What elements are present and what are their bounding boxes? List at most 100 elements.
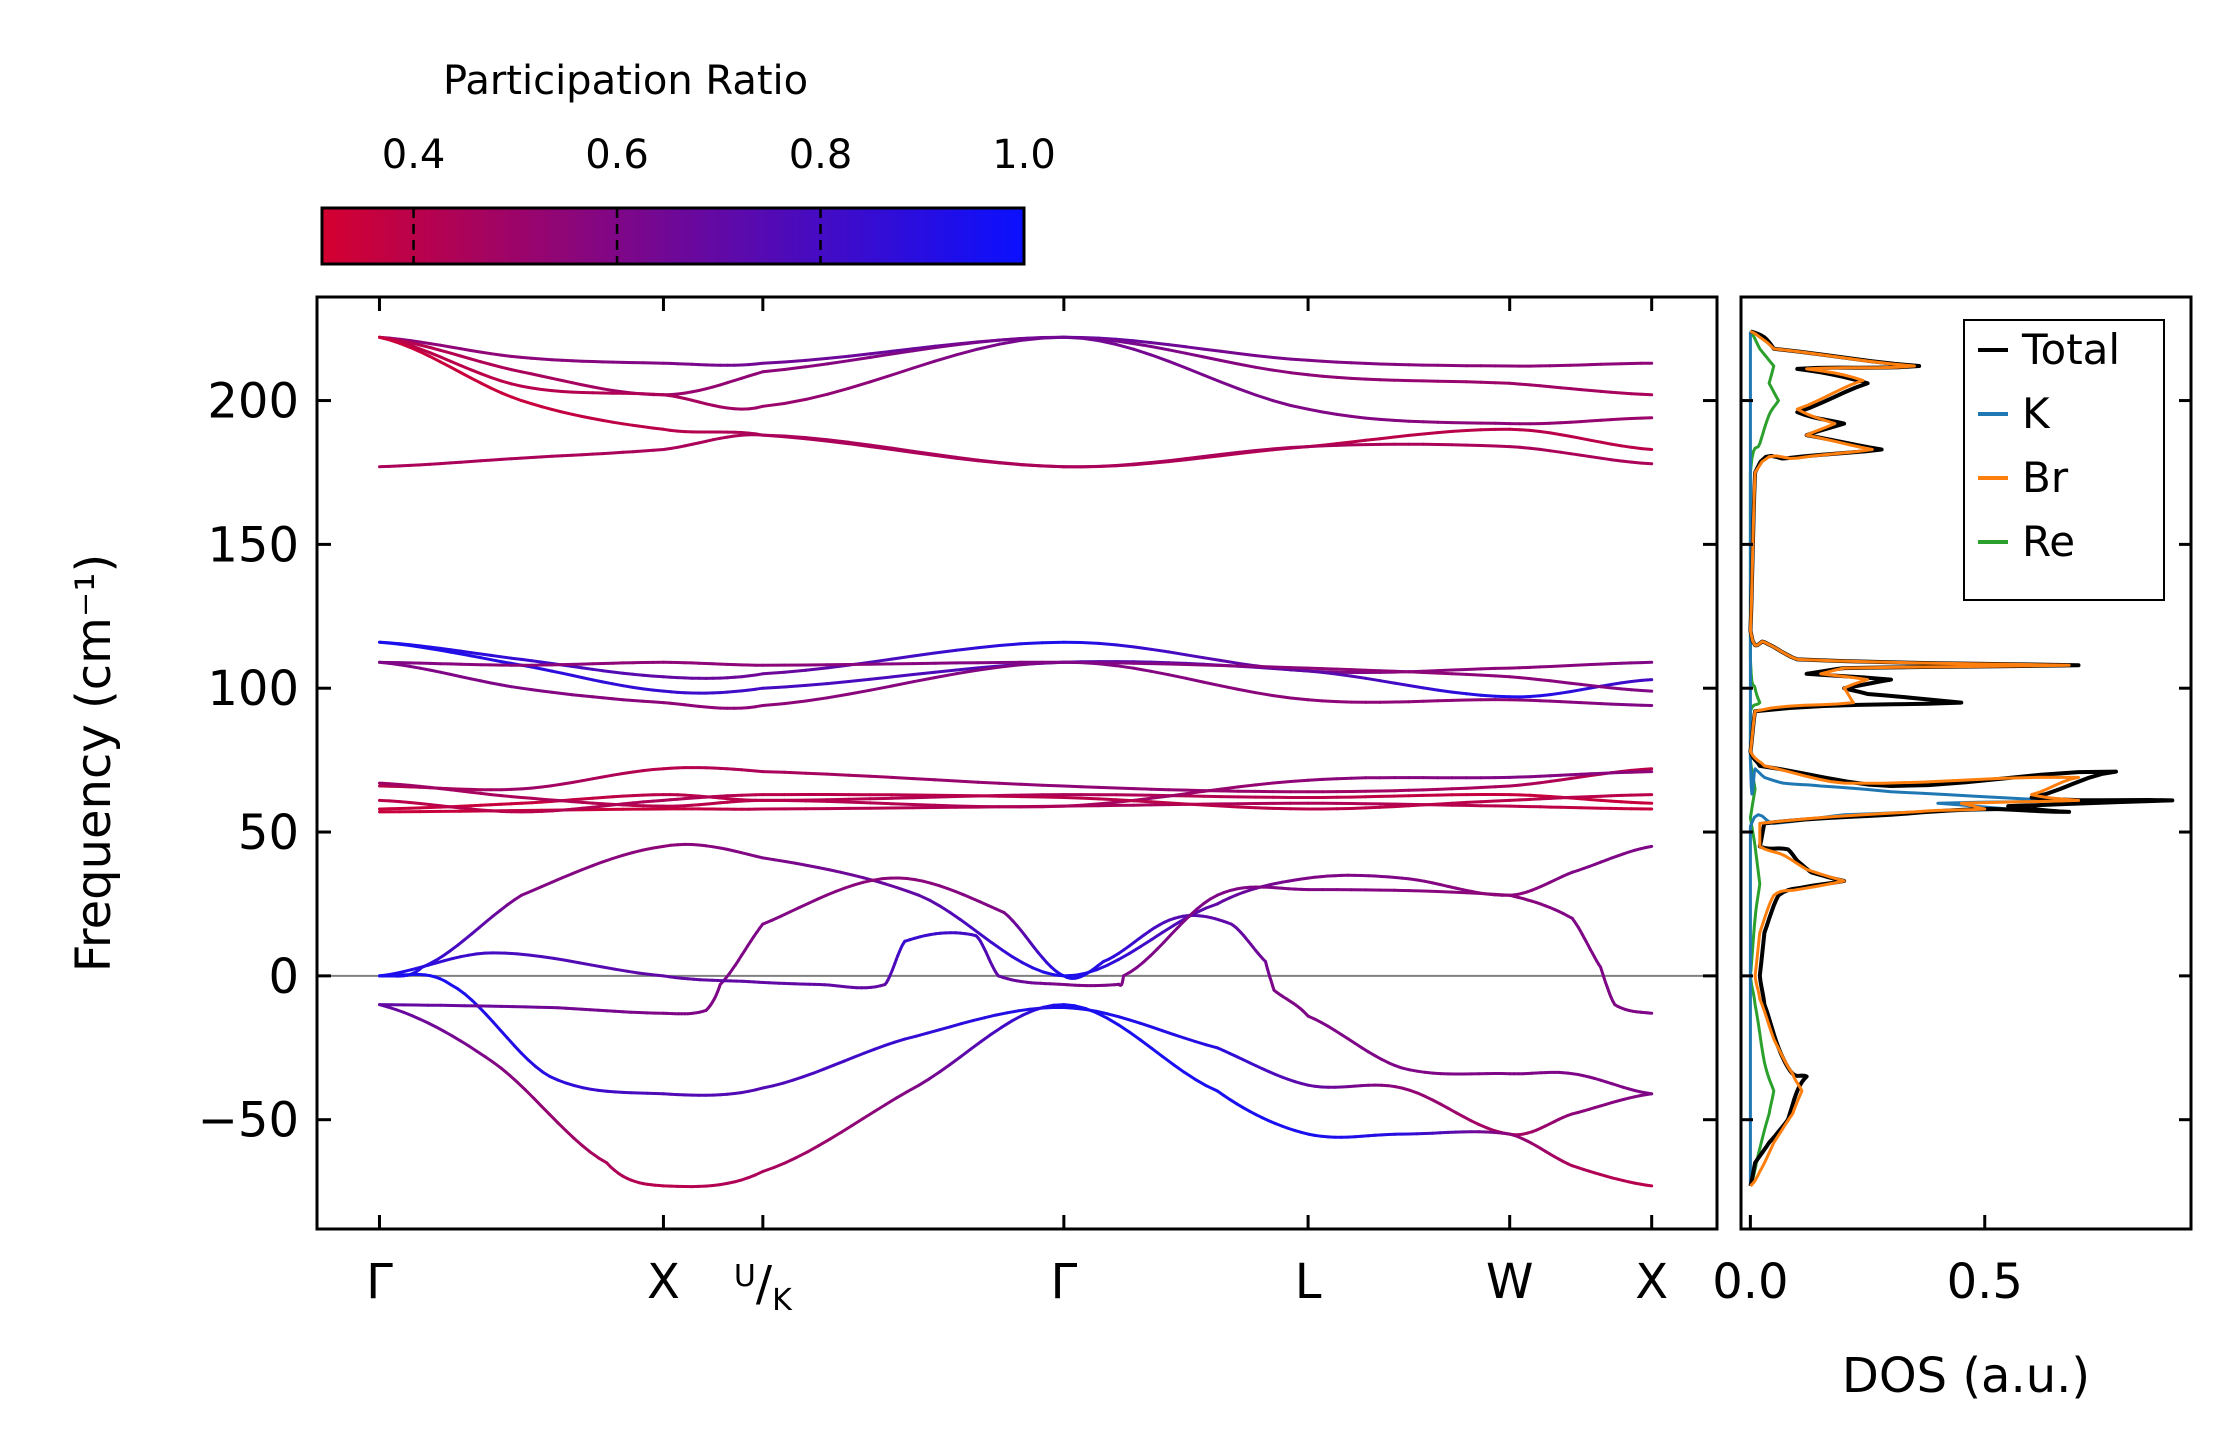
band-segment xyxy=(1079,802,1101,807)
band-segment xyxy=(1062,796,1083,800)
band-segment xyxy=(954,668,980,676)
band-segment xyxy=(1558,386,1572,391)
band-segment xyxy=(611,772,625,777)
band-segment xyxy=(1518,382,1532,387)
band-segment xyxy=(1619,459,1633,464)
dos-x-tick-label: 0.5 xyxy=(1947,1254,2023,1310)
band-segment xyxy=(1589,418,1603,423)
band-segment xyxy=(1579,436,1593,442)
band-segment xyxy=(449,345,463,351)
band-segment xyxy=(515,1080,527,1092)
band-segment xyxy=(1640,767,1654,771)
band-segment xyxy=(1031,1005,1045,1013)
band-segment xyxy=(994,1011,1009,1017)
band-segment xyxy=(1271,780,1293,785)
band-y-tick-label: 0 xyxy=(268,949,299,1005)
band-segment xyxy=(398,642,412,647)
band-segment xyxy=(550,876,564,884)
band-segment xyxy=(761,360,786,365)
band-segment xyxy=(927,1070,942,1081)
band-segment xyxy=(782,668,808,674)
band-segment xyxy=(621,770,635,775)
band-segment xyxy=(601,696,615,701)
band-segment xyxy=(641,799,655,804)
band-segment xyxy=(1378,669,1396,673)
band-segment xyxy=(540,809,554,813)
band-segment xyxy=(479,803,493,807)
band-segment xyxy=(479,372,493,379)
band-lines xyxy=(378,335,1654,1189)
band-segment xyxy=(1289,445,1310,449)
band-segment xyxy=(761,1166,776,1173)
band-segment xyxy=(1528,797,1542,801)
band-segment xyxy=(418,347,432,355)
band-segment xyxy=(1558,433,1572,438)
band-segment xyxy=(1364,668,1382,673)
band-segment xyxy=(449,650,463,656)
band-segment xyxy=(1117,1023,1132,1034)
band-segment xyxy=(469,651,483,656)
band-segment xyxy=(1644,844,1654,849)
band-segment xyxy=(1254,806,1275,810)
band-segment xyxy=(388,641,402,646)
band-line xyxy=(378,660,1654,710)
band-segment xyxy=(839,870,854,877)
band-segment xyxy=(524,1088,536,1100)
band-segment xyxy=(530,386,544,391)
band-segment xyxy=(1349,361,1368,365)
band-segment xyxy=(1254,665,1275,669)
band-segment xyxy=(1378,679,1396,685)
band-segment xyxy=(1548,664,1562,668)
band-segment xyxy=(1407,419,1425,424)
band-segment xyxy=(954,347,980,357)
band-segment xyxy=(540,797,554,802)
band-segment xyxy=(1184,345,1205,351)
band-segment xyxy=(499,365,513,372)
band-segment xyxy=(469,654,483,660)
band-segment xyxy=(1289,696,1310,702)
band-segment xyxy=(1321,443,1339,448)
band-segment xyxy=(1465,667,1483,671)
band-segment xyxy=(1040,464,1066,469)
band-segment xyxy=(976,338,1001,344)
band-segment xyxy=(621,801,635,806)
band-segment xyxy=(781,1078,795,1085)
band-segment xyxy=(398,463,412,468)
band-segment xyxy=(1465,891,1483,895)
colorbar: Participation Ratio 0.4 0.6 0.8 1.0 xyxy=(320,58,1056,266)
band-segment xyxy=(1508,675,1522,680)
band-segment xyxy=(1062,1003,1077,1008)
band-segment xyxy=(491,1060,503,1070)
band-segment xyxy=(520,355,534,360)
band-segment xyxy=(1000,1019,1014,1029)
band-segment xyxy=(1579,797,1593,802)
band-segment xyxy=(1201,787,1223,793)
band-segment xyxy=(1599,771,1613,775)
band-segment xyxy=(564,958,580,965)
band-segment xyxy=(1364,377,1382,382)
band-segment xyxy=(388,782,402,786)
band-segment xyxy=(1538,693,1552,698)
band-segment xyxy=(1609,417,1623,422)
band-segment xyxy=(816,893,829,901)
band-segment xyxy=(1040,804,1066,809)
band-segment xyxy=(1644,1183,1654,1188)
band-segment xyxy=(1167,348,1188,355)
band-segment xyxy=(484,914,495,924)
band-segment xyxy=(804,696,829,703)
band-segment xyxy=(1040,335,1066,340)
band-segment xyxy=(1114,664,1136,670)
band-segment xyxy=(428,346,442,352)
band-segment xyxy=(438,355,452,363)
band-segment xyxy=(926,1028,941,1035)
band-segment xyxy=(550,389,564,393)
band-segment xyxy=(884,882,899,889)
band-segment xyxy=(1040,660,1066,665)
band-segment xyxy=(1010,1013,1024,1023)
band-segment xyxy=(527,1058,538,1069)
band-segment xyxy=(1097,797,1118,802)
band-segment xyxy=(469,790,483,795)
band-segment xyxy=(438,787,452,792)
band-segment xyxy=(1097,339,1118,346)
band-line xyxy=(378,335,1654,469)
